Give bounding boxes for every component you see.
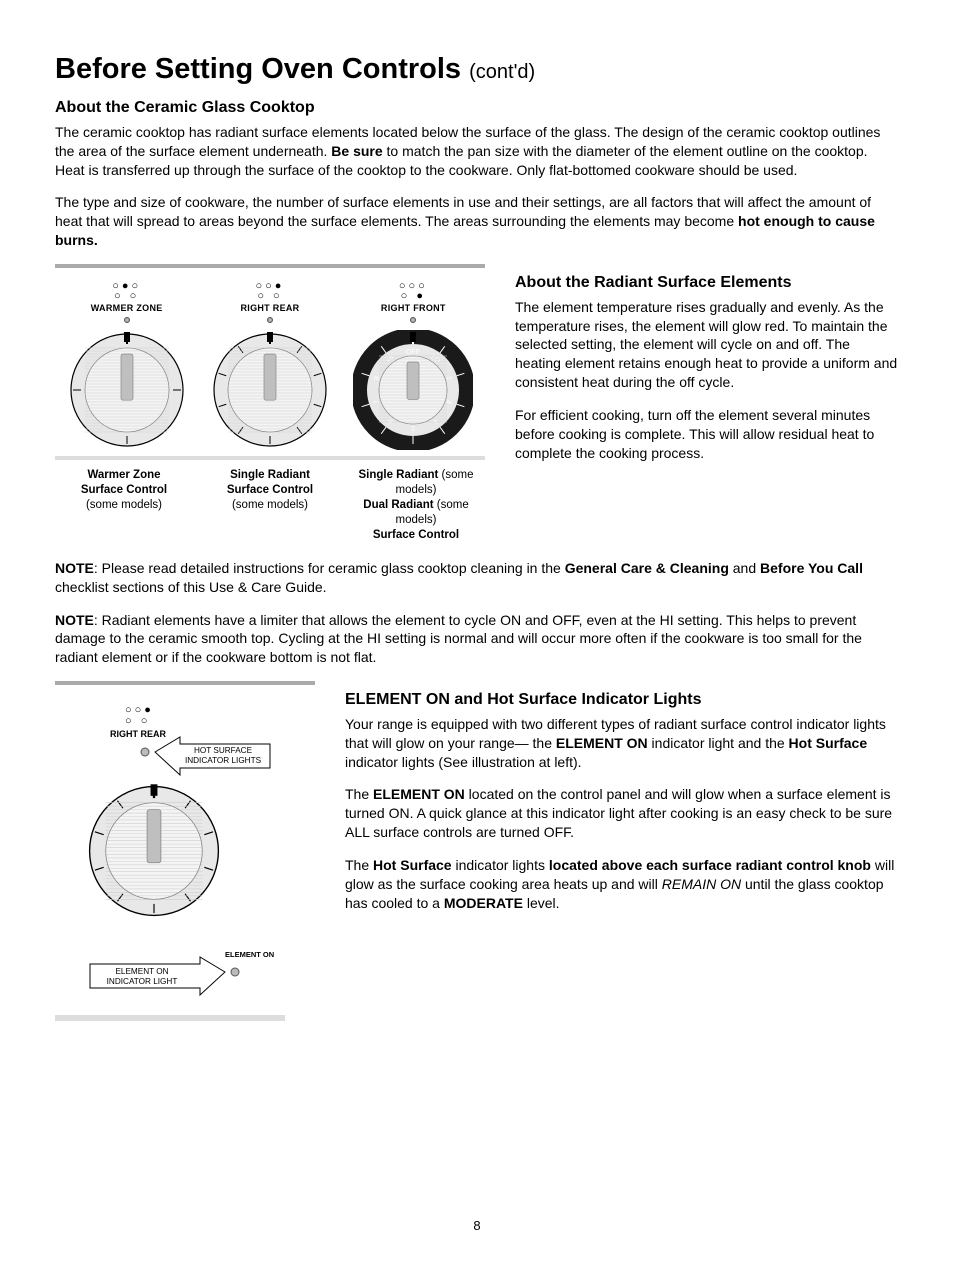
radiant-p2: For efficient cooking, turn off the elem… [515,406,899,463]
figure2-wrap: ○○●○ ○RIGHT REARHOT SURFACEINDICATOR LIG… [55,681,315,1037]
radiant-p1: The element temperature rises gradually … [515,298,899,392]
knob-caption-1: Single RadiantSurface Control(some model… [201,468,339,543]
title-suffix: (cont'd) [469,61,535,83]
svg-text:OFF: OFF [406,349,420,356]
section-heading-indicator: ELEMENT ON and Hot Surface Indicator Lig… [345,689,899,711]
ceramic-p2: The type and size of cookware, the numbe… [55,193,899,250]
burner-indicator-dots: ○○● [202,282,337,290]
indicator-led-icon [410,317,416,323]
svg-text:ELEMENT ON: ELEMENT ON [225,950,274,959]
burner-indicator-dots: ○○○ [346,282,481,290]
ceramic-p1: The ceramic cooktop has radiant surface … [55,123,899,180]
knob-cell-2: ○○○○ ●RIGHT FRONTOFFLO2345678HI [346,282,481,450]
section-heading-ceramic: About the Ceramic Glass Cooktop [55,97,899,119]
indicator-p1: Your range is equipped with two differen… [345,715,899,772]
knob-top-label: RIGHT FRONT [346,302,481,314]
knob-cell-1: ○○●○ ○RIGHT REAROFFLO2345678HI [202,282,337,450]
knob-top-label: WARMER ZONE [59,302,194,314]
figure1-wrap: ○●○○ ○WARMER ZONEOFFLOMEDHI○○●○ ○RIGHT R… [55,264,485,543]
burner-indicator-dots: ○●○ [59,282,194,290]
svg-text:5: 5 [411,424,415,431]
knob-diagram: OFFLO2345678HI [346,330,481,450]
indicator-p3: The Hot Surface indicator lights located… [345,856,899,913]
indicator-p2: The ELEMENT ON located on the control pa… [345,785,899,842]
title-main: Before Setting Oven Controls [55,53,461,85]
figure2-svg: ○○●○ ○RIGHT REARHOT SURFACEINDICATOR LIG… [55,697,285,1027]
knob-cell-0: ○●○○ ○WARMER ZONEOFFLOMEDHI [59,282,194,450]
section-heading-radiant: About the Radiant Surface Elements [515,272,899,294]
note-1: NOTE: Please read detailed instructions … [55,559,899,597]
indicator-led-icon [124,317,130,323]
page-title: Before Setting Oven Controls (cont'd) [55,50,899,89]
knob-diagram: OFFLOMEDHI [59,330,194,450]
knob-caption-0: Warmer ZoneSurface Control(some models) [55,468,193,543]
knob-diagram: OFFLO2345678HI [202,330,337,450]
note-2: NOTE: Radiant elements have a limiter th… [55,611,899,668]
knob-top-label: RIGHT REAR [202,302,337,314]
indicator-led-icon [267,317,273,323]
svg-text:○ ○: ○ ○ [125,715,150,727]
svg-text:HOT SURFACEINDICATOR LIGHTS: HOT SURFACEINDICATOR LIGHTS [185,746,262,765]
svg-text:RIGHT REAR: RIGHT REAR [110,729,167,739]
knob-caption-2: Single Radiant (some models)Dual Radiant… [347,468,485,543]
svg-text:ELEMENT ONINDICATOR LIGHT: ELEMENT ONINDICATOR LIGHT [107,967,178,986]
radiant-text-col: About the Radiant Surface Elements The e… [515,264,899,543]
page-number: 8 [55,1217,899,1235]
